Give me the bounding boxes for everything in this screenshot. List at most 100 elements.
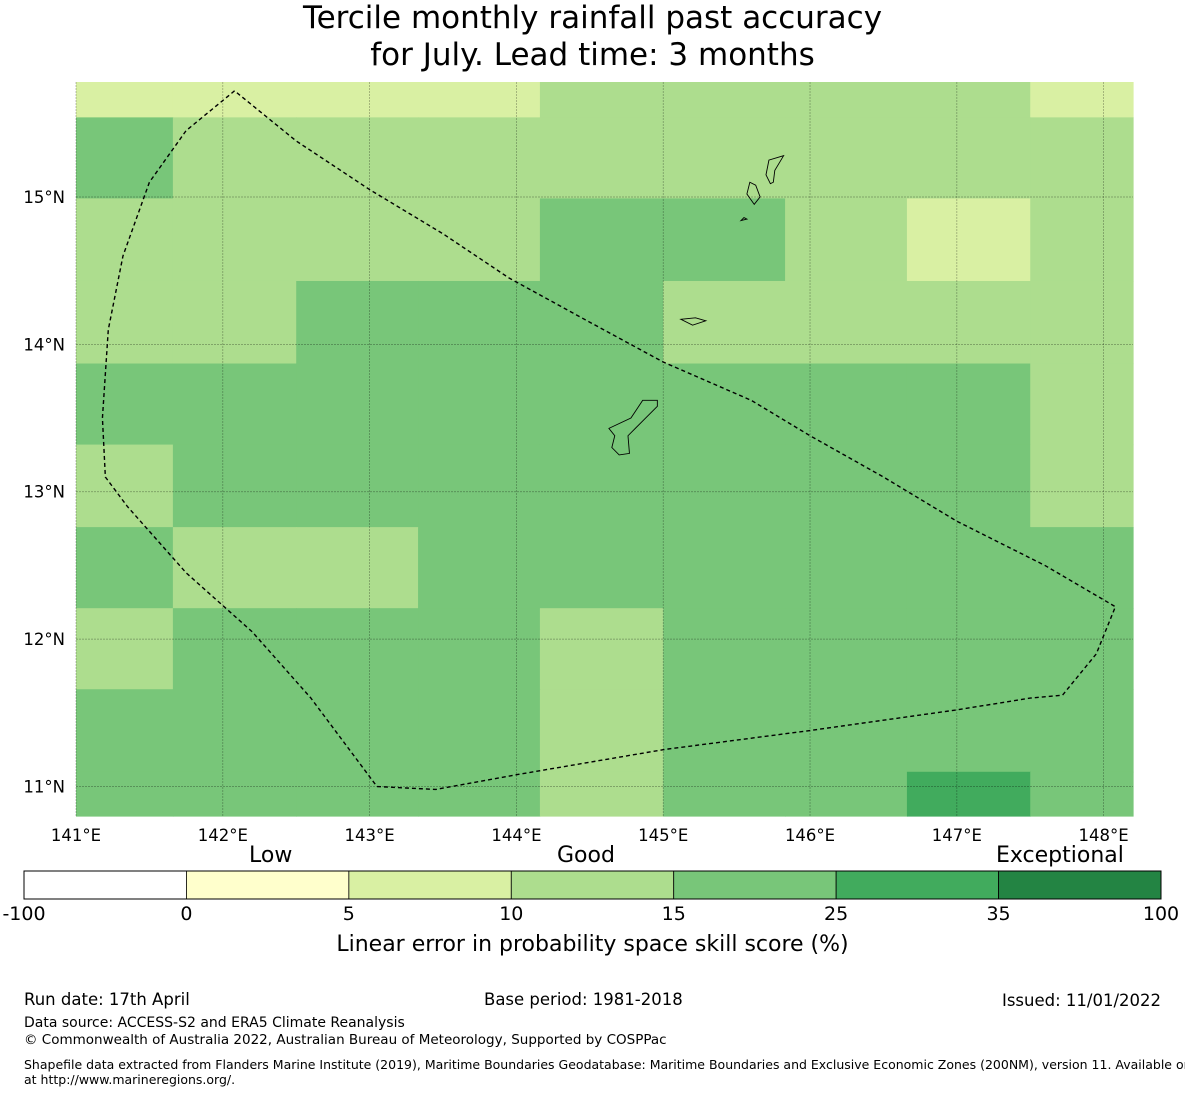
colorbar-tick-label: 25 [824, 903, 848, 925]
colorbar-segment [835, 870, 999, 900]
grid-cell [172, 198, 297, 282]
grid-cell [76, 527, 174, 609]
map-title-line-2: for July. Lead time: 3 months [370, 37, 815, 73]
grid-cell [663, 280, 786, 365]
grid-cell [172, 771, 297, 817]
grid-cell [663, 363, 786, 446]
grid-cell [418, 280, 541, 365]
grid-cell [785, 198, 908, 282]
island-outline [679, 317, 708, 326]
grid-cell [906, 771, 1031, 817]
copyright: © Commonwealth of Australia 2022, Austra… [24, 1032, 667, 1048]
grid-cell [172, 444, 297, 528]
lat-tick-label: 13°N [23, 483, 65, 502]
shapefile-credit-line-2: at http://www.marineregions.org/. [24, 1072, 236, 1087]
grid-cell [539, 527, 664, 609]
colorbar-segment [348, 870, 512, 900]
island-outline [746, 181, 761, 206]
grid-cell [1030, 527, 1134, 609]
colorbar-segment [23, 870, 187, 900]
grid-cell [76, 608, 174, 690]
grid-cell [76, 689, 174, 773]
colorbar-category-low: Low [249, 843, 293, 868]
grid-cell [539, 689, 664, 773]
grid-cell [663, 444, 786, 528]
grid-cell [76, 363, 174, 446]
colorbar-tick-label: 10 [499, 903, 523, 925]
grid-cell [539, 444, 664, 528]
grid-cell [785, 771, 908, 817]
grid-cell [296, 689, 419, 773]
colorbar-segment [510, 870, 675, 900]
grid-cell [1030, 82, 1134, 118]
grid-cell [172, 527, 297, 609]
grid-cell [906, 363, 1031, 446]
grid-cell [172, 280, 297, 365]
eez-boundary [101, 90, 1117, 791]
lon-tick-label: 148°E [1079, 826, 1129, 845]
grid-cell [785, 689, 908, 773]
grid-cell [663, 117, 786, 200]
grid-cell [172, 363, 297, 446]
colorbar-category-good: Good [557, 843, 615, 868]
grid-cell [418, 363, 541, 446]
grid-cell [76, 280, 174, 365]
eez-boundary-line [101, 90, 1117, 791]
grid-cell [539, 363, 664, 446]
grid-cell [418, 444, 541, 528]
colorbar-title: Linear error in probability space skill … [336, 932, 849, 957]
skill-score-grid [76, 82, 1134, 817]
lon-tick-label: 147°E [932, 826, 982, 845]
colorbar-tick-label: 15 [662, 903, 686, 925]
grid-cell [1030, 280, 1134, 365]
grid-cell [906, 444, 1031, 528]
grid-cell [296, 117, 419, 200]
grid-cell [785, 444, 908, 528]
grid-cell [1030, 608, 1134, 690]
grid-cell [663, 82, 786, 118]
grid-cell [663, 527, 786, 609]
grid-cell [1030, 117, 1134, 200]
grid-cell [539, 608, 664, 690]
island-outline [765, 154, 785, 185]
grid-cell [785, 82, 908, 118]
colorbar-tick-label: 0 [180, 903, 192, 925]
grid-cell [1030, 198, 1134, 282]
colorbar-tick-label: -100 [2, 903, 45, 925]
lon-tick-label: 146°E [785, 826, 835, 845]
grid-cell [76, 198, 174, 282]
grid-cell [172, 117, 297, 200]
lon-tick-label: 145°E [638, 826, 688, 845]
grid-cell [785, 280, 908, 365]
grid-cell [76, 117, 174, 200]
grid-cell [785, 608, 908, 690]
colorbar: -100 0 5 10 15 25 35 100 [2, 870, 1179, 925]
grid-cell [1030, 771, 1134, 817]
grid-cell [785, 117, 908, 200]
lat-tick-label: 14°N [23, 335, 65, 354]
grid-cell [418, 527, 541, 609]
grid-cell [539, 198, 664, 282]
grid-cell [539, 117, 664, 200]
grid-cell [296, 82, 419, 118]
grid-cell [663, 608, 786, 690]
grid-cell [418, 82, 541, 118]
grid-cell [906, 198, 1031, 282]
island-coastlines [608, 154, 785, 456]
lon-tick-label: 142°E [198, 826, 248, 845]
grid-cell [906, 527, 1031, 609]
grid-cell [785, 527, 908, 609]
grid-cell [296, 527, 419, 609]
colorbar-tick-label: 5 [343, 903, 355, 925]
grid-cell [906, 82, 1031, 118]
island-outline [739, 217, 749, 222]
shapefile-credit-line-1: Shapefile data extracted from Flanders M… [24, 1057, 1185, 1072]
grid-cell [663, 771, 786, 817]
grid-cell [539, 82, 664, 118]
grid-cell [76, 82, 174, 118]
grid-cell [296, 608, 419, 690]
grid-cell [172, 608, 297, 690]
colorbar-frame [23, 870, 1162, 900]
grid-cell [539, 280, 664, 365]
